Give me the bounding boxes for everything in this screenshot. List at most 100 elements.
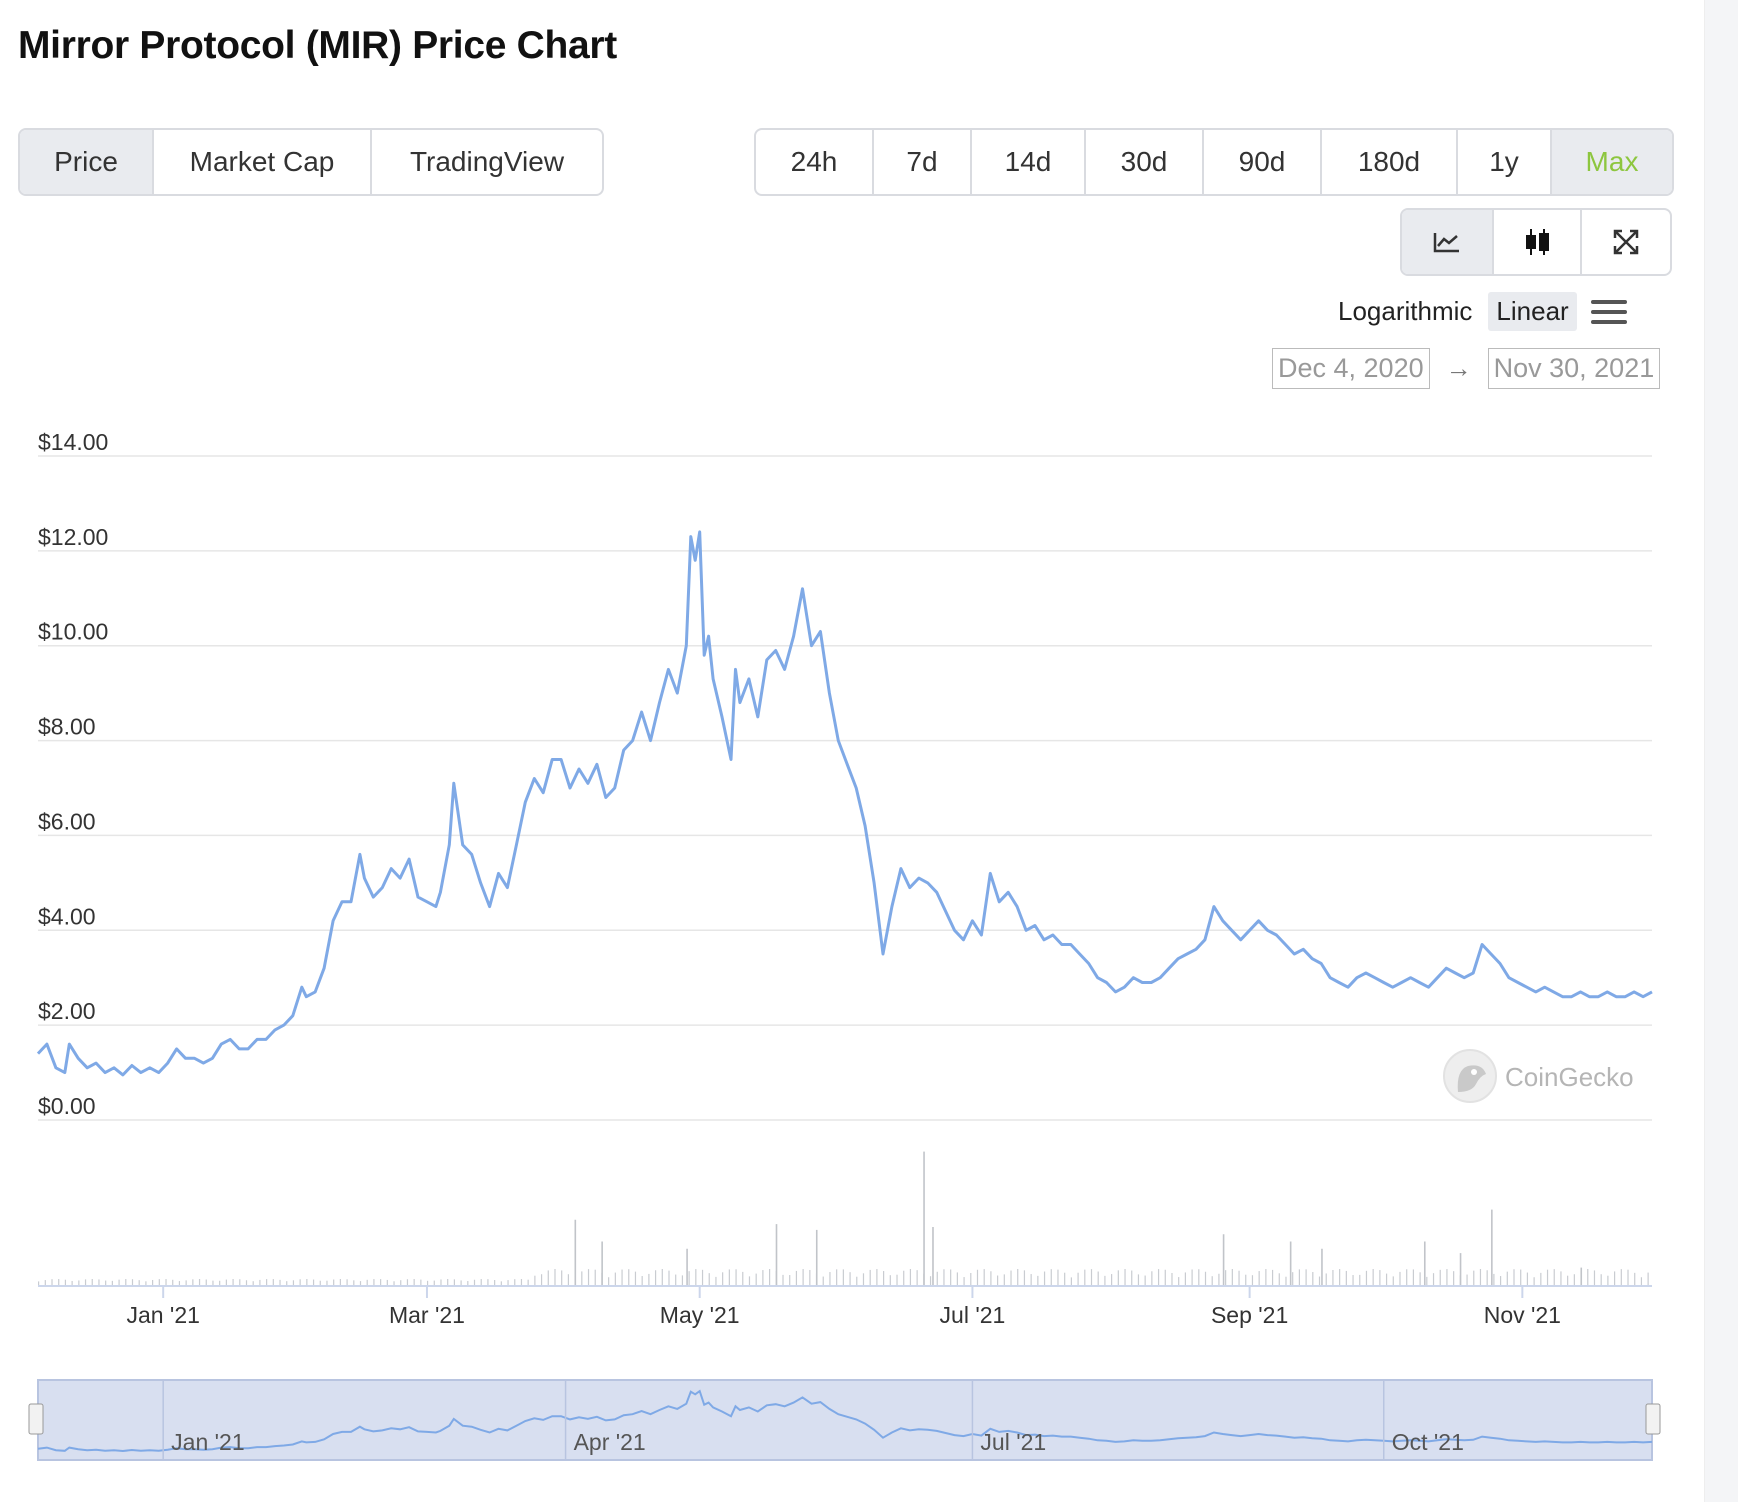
volume-bar [266, 1279, 268, 1285]
volume-bar [1553, 1269, 1555, 1285]
volume-bar [1124, 1269, 1126, 1285]
range-30d[interactable]: 30d [1086, 130, 1204, 194]
volume-bar [1426, 1276, 1428, 1285]
volume-bar [1070, 1277, 1072, 1285]
volume-bar [1017, 1269, 1019, 1285]
volume-bar [1077, 1272, 1079, 1285]
y-tick-label: $8.00 [38, 714, 96, 740]
tab-price[interactable]: Price [20, 130, 154, 194]
volume-bar [1097, 1271, 1099, 1285]
volume-bar [849, 1272, 851, 1285]
navigator-handle-right[interactable] [1645, 1403, 1661, 1435]
volume-bar [192, 1279, 194, 1285]
range-24h[interactable]: 24h [756, 130, 874, 194]
volume-bar [775, 1224, 778, 1285]
volume-bar [856, 1276, 858, 1285]
volume-bar [326, 1280, 328, 1285]
volume-bar [608, 1277, 610, 1285]
navigator: Jan '21 Apr '21 Jul '21 Oct '21 [28, 1379, 1661, 1461]
volume-bar [1423, 1241, 1426, 1285]
tab-tradingview[interactable]: TradingView [409, 146, 565, 177]
volume-bar [38, 1281, 40, 1285]
navigator-handle-left[interactable] [28, 1403, 44, 1435]
volume-bar [306, 1279, 308, 1285]
volume-bar [413, 1279, 415, 1285]
x-tick-label: Mar '21 [389, 1302, 465, 1328]
y-axis: $0.00 $2.00 $4.00 $6.00 $8.00 $10.00 $12.00 $14… [38, 429, 108, 1119]
volume-bar [1164, 1269, 1166, 1285]
volume-bar [1419, 1272, 1421, 1285]
scale-logarithmic[interactable]: Logarithmic [1338, 296, 1473, 326]
volume-bar [1640, 1277, 1643, 1285]
volume-bar [131, 1279, 134, 1285]
volume-bar [686, 1248, 688, 1285]
range-7d[interactable]: 7d [874, 130, 972, 194]
volume-bar [272, 1279, 274, 1285]
volume-bar [1526, 1272, 1529, 1285]
volume-bar [460, 1280, 462, 1285]
fullscreen-button[interactable] [1582, 210, 1670, 274]
volume-bar [353, 1280, 355, 1285]
volume-bar [1600, 1274, 1602, 1285]
volume-bar [567, 1274, 570, 1285]
range-90d[interactable]: 90d [1204, 130, 1322, 194]
volume-bar [1231, 1269, 1233, 1285]
volume-bar [1359, 1274, 1361, 1285]
volume-bar [976, 1269, 979, 1285]
volume-bar [286, 1281, 288, 1285]
volume-bar [762, 1270, 764, 1285]
volume-bar [198, 1279, 201, 1285]
range-1y[interactable]: 1y [1458, 130, 1552, 194]
tab-market-cap[interactable]: Market Cap [154, 130, 372, 194]
volume-bar [1587, 1269, 1589, 1285]
volume-bar [748, 1276, 751, 1285]
x-tick-label: Sep '21 [1211, 1302, 1288, 1328]
volume-bar [614, 1272, 616, 1285]
volume-bar [473, 1279, 476, 1285]
volume-bar [1466, 1274, 1468, 1285]
volume-bar [809, 1269, 811, 1285]
volume-bar [1204, 1271, 1207, 1285]
volume-bar [1057, 1269, 1059, 1285]
volume-bar [594, 1269, 596, 1285]
volume-bar [393, 1281, 395, 1285]
volume-bar [903, 1270, 905, 1285]
volume-bar [467, 1281, 469, 1285]
volume-bar [359, 1281, 362, 1285]
volume-bar [936, 1271, 938, 1285]
volume-bar [1292, 1272, 1294, 1285]
y-tick-label: $6.00 [38, 808, 96, 834]
volume-bar [1486, 1270, 1488, 1285]
range-14d[interactable]: 14d [972, 130, 1086, 194]
volume-bar [58, 1279, 60, 1285]
volume-bar [1412, 1269, 1415, 1285]
date-from-input[interactable]: Dec 4, 2020 [1272, 348, 1430, 389]
candlestick-button[interactable] [1494, 210, 1582, 274]
line-chart-button[interactable] [1402, 210, 1494, 274]
volume-bar [1406, 1269, 1408, 1285]
volume-bar [1321, 1248, 1323, 1285]
volume-bar [909, 1269, 912, 1285]
x-axis: Jan '21 Mar '21 May '21 Jul '21 Sep '21 Nov '… [126, 1286, 1561, 1328]
volume-bar [648, 1273, 650, 1285]
volume-bar [768, 1269, 771, 1285]
volume-bar [1178, 1277, 1180, 1285]
volume-bar [1285, 1276, 1287, 1285]
volume-bar [1491, 1209, 1493, 1285]
expand-icon [1613, 229, 1639, 255]
scale-linear[interactable]: Linear [1488, 292, 1577, 331]
range-max[interactable]: Max [1552, 130, 1672, 194]
range-180d[interactable]: 180d [1322, 130, 1458, 194]
volume-bar [1506, 1271, 1508, 1285]
volume-bar [547, 1270, 549, 1285]
volume-bar [1157, 1269, 1160, 1285]
volume-bar [728, 1269, 730, 1285]
volume-bar [64, 1279, 67, 1285]
volume-bar [125, 1279, 127, 1285]
arrow-right-icon: → [1445, 353, 1472, 383]
date-to-input[interactable]: Nov 30, 2021 [1487, 348, 1661, 389]
volume-bar [1104, 1275, 1106, 1285]
menu-icon[interactable] [1590, 299, 1627, 324]
volume-bar [929, 1276, 932, 1285]
navigator-series-line [37, 1389, 1653, 1453]
